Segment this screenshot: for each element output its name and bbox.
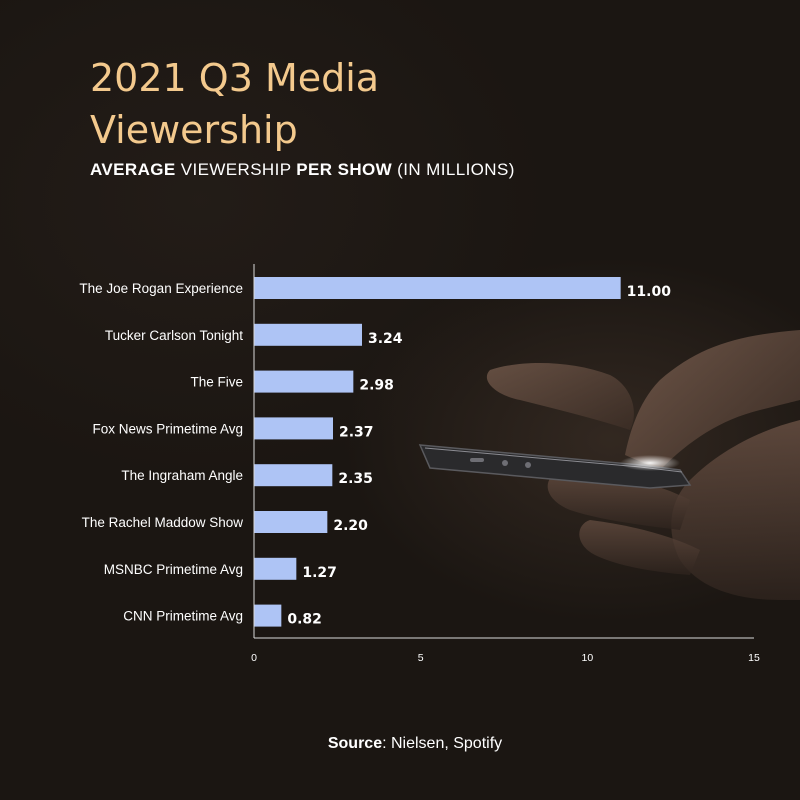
category-labels-group: The Joe Rogan Experience Tucker Carlson T…	[79, 281, 243, 624]
source-note: Source: Nielsen, Spotify	[0, 735, 800, 753]
category-label: The Ingraham Angle	[121, 468, 243, 483]
x-tick-label: 15	[748, 652, 760, 664]
category-label: CNN Primetime Avg	[123, 609, 243, 624]
bar	[254, 277, 621, 299]
value-label: 2.37	[339, 424, 374, 440]
subtitle-part-average: AVERAGE	[90, 160, 176, 179]
source-text: : Nielsen, Spotify	[382, 735, 503, 752]
subtitle-part-per-show: PER SHOW	[296, 160, 393, 179]
category-label: The Joe Rogan Experience	[79, 281, 243, 296]
category-label: The Rachel Maddow Show	[82, 515, 244, 530]
axes-group: 0 5 10 15	[251, 264, 760, 664]
value-label: 2.98	[359, 378, 394, 394]
category-label: MSNBC Primetime Avg	[104, 562, 243, 577]
bar	[254, 464, 333, 487]
value-label: 11.00	[627, 284, 672, 300]
value-label: 3.24	[368, 331, 403, 347]
bar	[254, 370, 354, 393]
chart-subtitle: AVERAGE VIEWERSHIP PER SHOW (IN MILLIONS…	[90, 160, 515, 180]
bar	[254, 511, 328, 533]
bar	[254, 417, 333, 440]
category-label: Fox News Primetime Avg	[92, 421, 243, 436]
category-label: Tucker Carlson Tonight	[105, 328, 243, 343]
source-label: Source	[327, 735, 383, 752]
value-label: 2.35	[338, 471, 373, 487]
x-tick-label: 0	[251, 652, 257, 664]
x-tick-label: 10	[581, 652, 593, 664]
value-label: 1.27	[302, 565, 337, 581]
value-label: 2.20	[333, 518, 368, 534]
bars-group	[254, 277, 621, 627]
value-label: 0.82	[287, 612, 322, 628]
value-labels-group: 11.00 3.24 2.98 2.37 2.35 2.20 1.27 0.82	[287, 284, 671, 628]
bar	[254, 323, 362, 346]
subtitle-part-units: (IN MILLIONS)	[392, 160, 515, 179]
chart-title: 2021 Q3 Media Viewership	[90, 56, 380, 152]
bar	[254, 604, 282, 627]
category-label: The Five	[190, 375, 243, 390]
x-tick-label: 5	[418, 652, 424, 664]
bar	[254, 557, 297, 580]
subtitle-part-viewership: VIEWERSHIP	[175, 160, 297, 179]
